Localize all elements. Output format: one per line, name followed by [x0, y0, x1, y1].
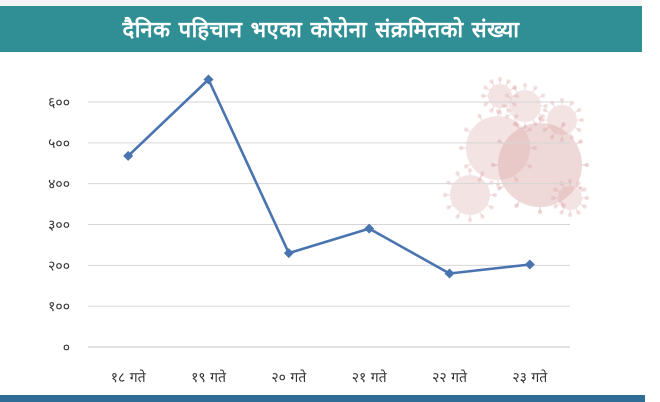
title-bar: दैनिक पहिचान भएका कोरोना संक्रमितको संख्… [0, 6, 642, 52]
gridlines [88, 101, 570, 348]
data-point [283, 248, 294, 259]
x-tick-label: २२ गते [432, 369, 468, 386]
y-tick-label: ३०० [48, 218, 70, 234]
data-point [524, 259, 535, 270]
y-tick-label: ५०० [48, 136, 70, 152]
x-tick-label: १८ गते [111, 369, 147, 386]
y-tick-label: ० [63, 340, 70, 356]
x-tick-label: २३ गते [512, 369, 548, 386]
right-edge [642, 0, 660, 402]
x-tick-label: १९ गते [191, 369, 227, 386]
chart-title: दैनिक पहिचान भएका कोरोना संक्रमितको संख्… [122, 18, 520, 43]
y-tick-label: १०० [48, 299, 70, 315]
x-tick-label: २१ गते [352, 369, 388, 386]
data-point [203, 74, 214, 85]
x-tick-labels: १८ गते १९ गते २० गते २१ गते २२ गते २३ गते [111, 369, 549, 386]
series-line [127, 78, 530, 275]
top-strip [0, 0, 660, 6]
data-points [123, 74, 535, 279]
x-tick-label: २० गते [271, 369, 307, 386]
data-point [364, 223, 375, 234]
bottom-bar [0, 395, 645, 402]
coronavirus-icon [442, 76, 590, 223]
data-point [444, 268, 455, 279]
y-tick-label: ६०० [48, 95, 70, 111]
y-tick-label: ४०० [48, 177, 70, 193]
y-tick-labels: ० १०० २०० ३०० ४०० ५०० ६०० [48, 95, 70, 356]
data-point [123, 150, 134, 161]
y-tick-label: २०० [48, 258, 70, 274]
